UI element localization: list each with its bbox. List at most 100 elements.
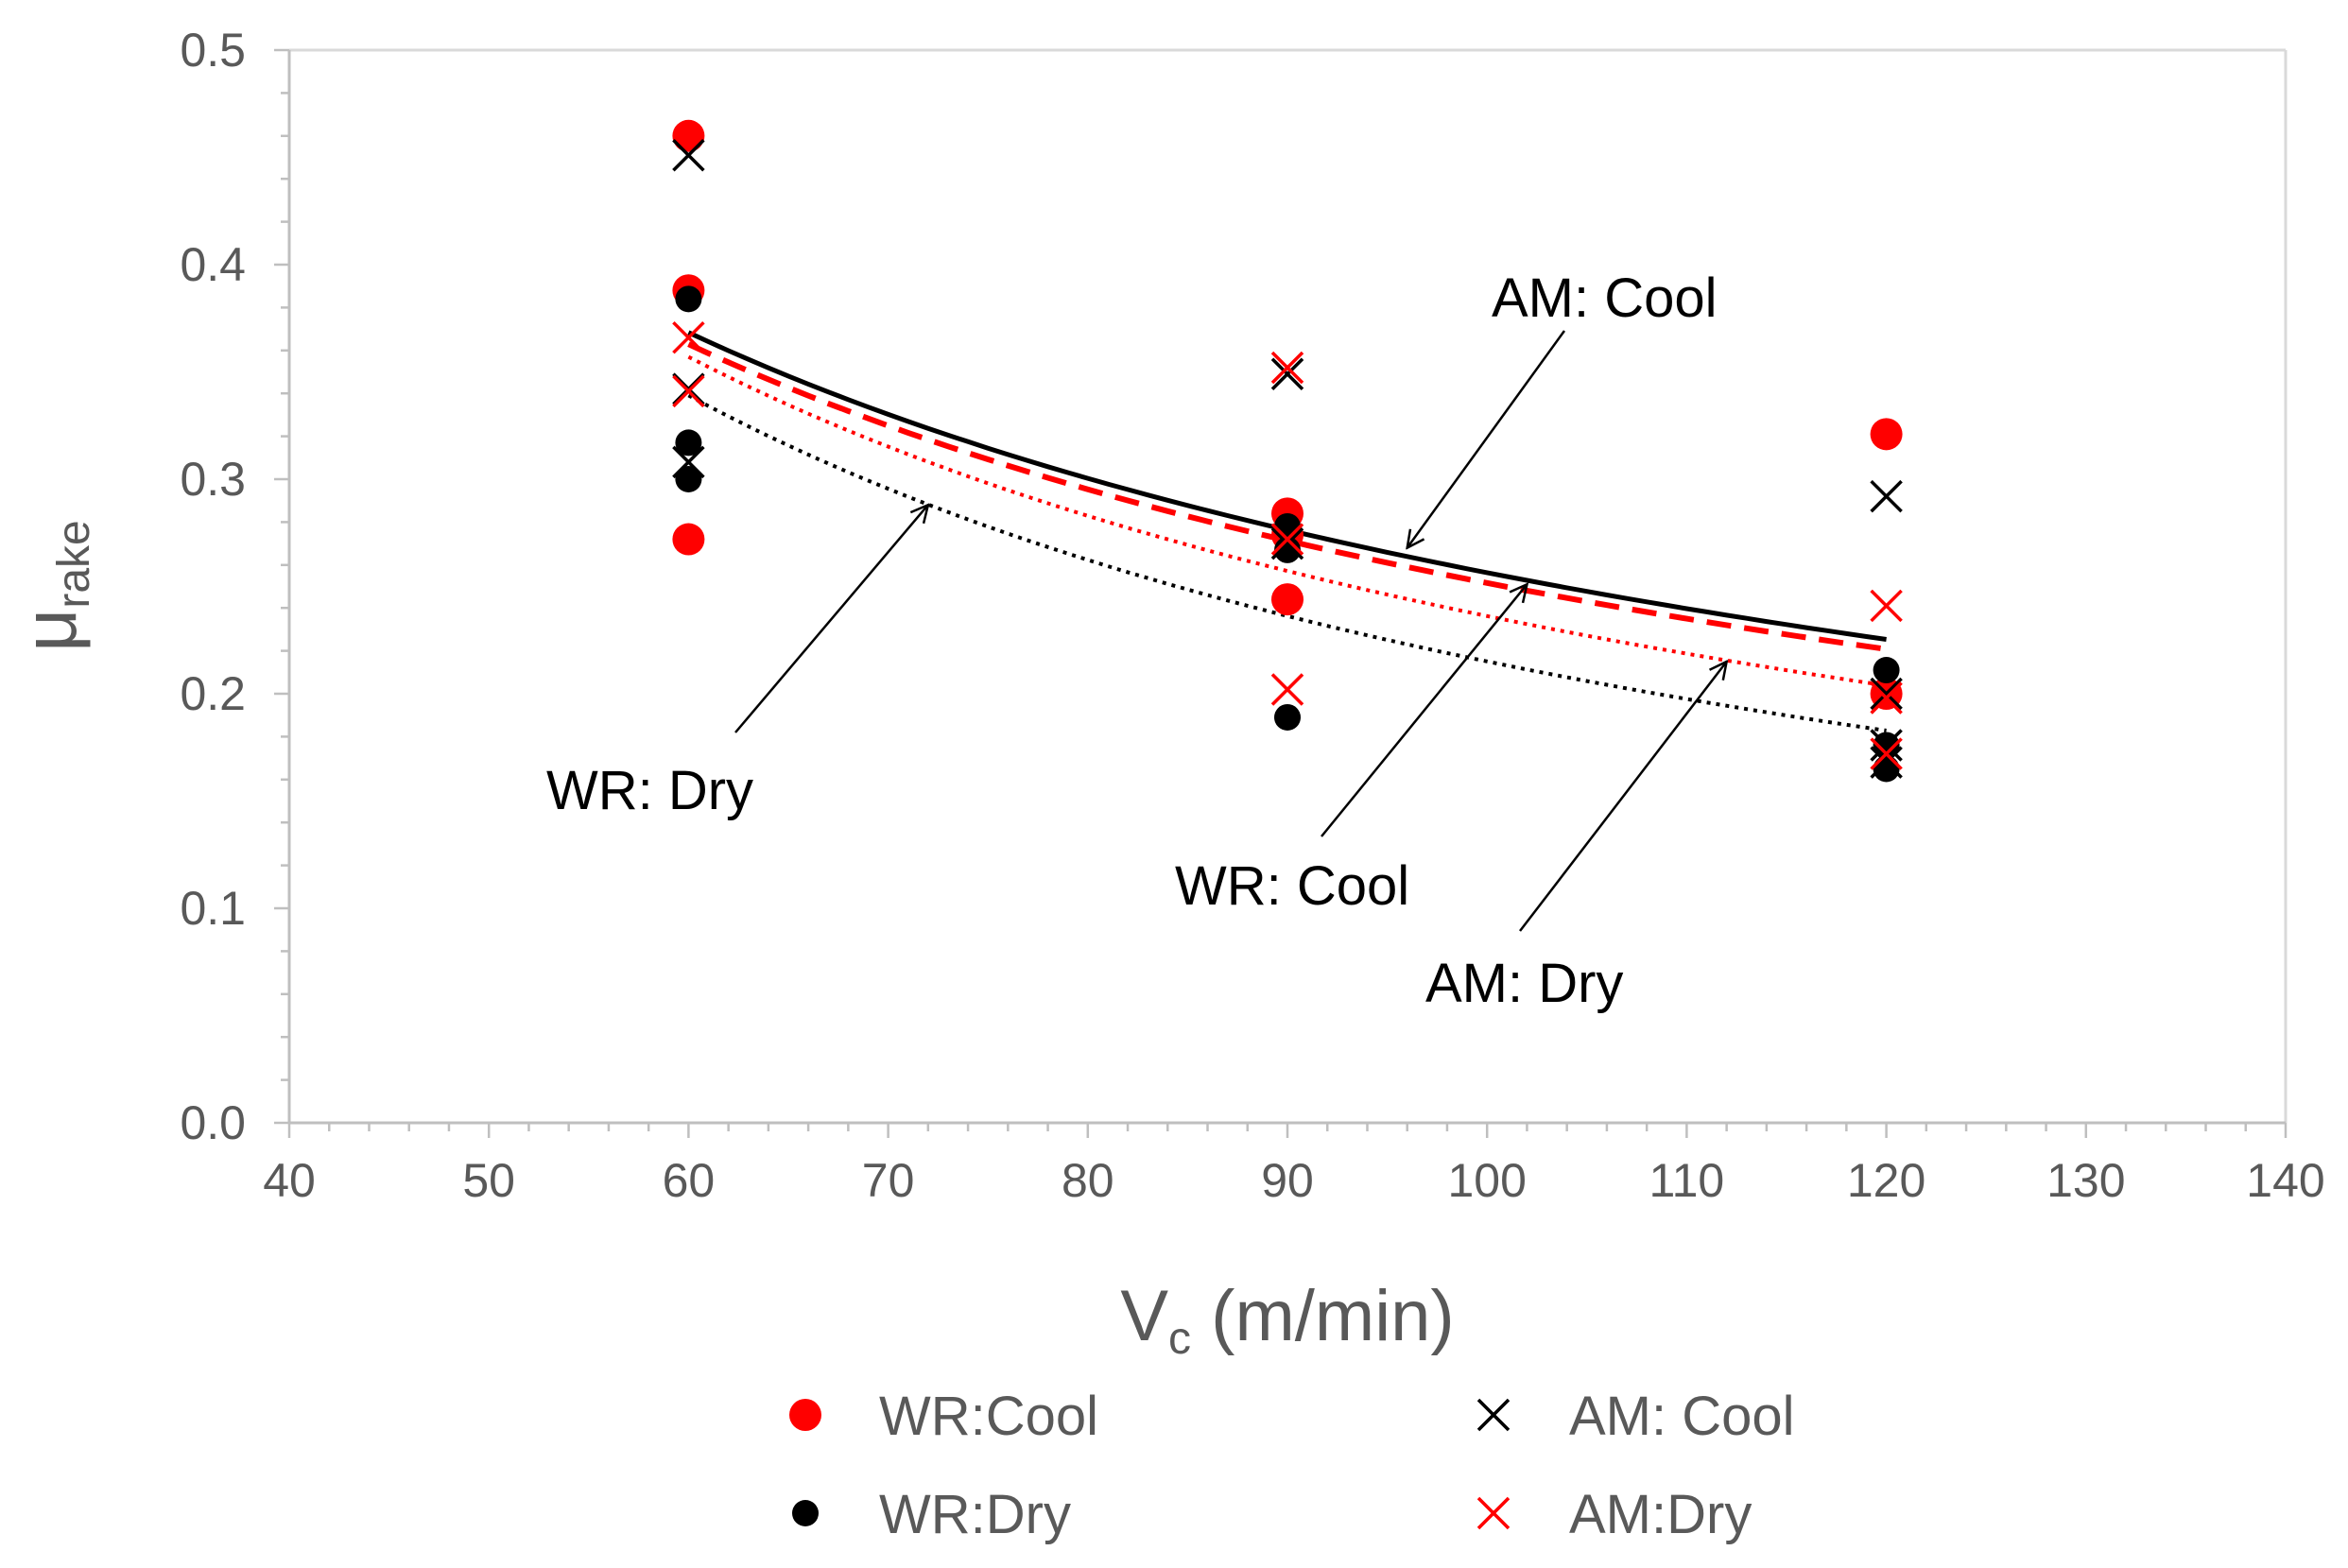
point-am-dry-stroke — [672, 320, 705, 354]
point-wr-dry — [1274, 536, 1301, 563]
data-points — [672, 119, 1903, 783]
x-tick-label: 50 — [462, 1154, 515, 1207]
point-wr-cool — [672, 523, 705, 556]
point-am-cool — [1270, 526, 1304, 560]
y-tick-label: 0.0 — [180, 1096, 246, 1149]
point-am-cool — [1270, 357, 1304, 391]
legend-label-wr-dry: WR:Dry — [879, 1484, 1071, 1545]
point-am-dry-stroke — [672, 374, 705, 408]
y-tick-label: 0.3 — [180, 453, 246, 506]
point-am-cool-stroke — [672, 138, 705, 172]
x-tick-label: 100 — [1447, 1154, 1526, 1207]
x-axis-title-sub: c — [1168, 1314, 1191, 1364]
point-wr-cool — [1870, 418, 1903, 451]
point-am-dry — [672, 320, 705, 354]
legend-marker-am-dry-stroke — [1476, 1496, 1511, 1530]
point-am-dry-stroke — [1270, 523, 1304, 556]
legend-label-am-dry: AM:Dry — [1569, 1484, 1752, 1545]
trendline-wr-dry — [687, 393, 1887, 732]
tick-labels: 40 50 60 70 80 90 100 110 120 130 140 0.0 0.1 0.2 0.3 0… — [180, 24, 2324, 1207]
point-am-dry — [1870, 681, 1903, 715]
point-wr-cool — [1271, 583, 1303, 616]
trendline-am-dry — [687, 354, 1887, 688]
x-tick-label: 60 — [663, 1154, 716, 1207]
legend-marker-am-cool-stroke — [1476, 1398, 1511, 1432]
legend-marker-am-cool — [1476, 1398, 1511, 1432]
legend-label-am-cool: AM: Cool — [1569, 1386, 1795, 1447]
y-axis-title-main: μ — [8, 609, 92, 652]
annotations: AM: Cool WR: Dry WR: Cool AM: Dry — [546, 267, 1727, 1014]
legend-marker-wr-dry — [792, 1500, 819, 1526]
point-am-dry — [1270, 673, 1304, 706]
minor-ticks — [274, 48, 2288, 1138]
point-wr-dry — [675, 429, 702, 457]
x-tick-label: 140 — [2246, 1154, 2324, 1207]
y-tick-label: 0.1 — [180, 882, 246, 935]
point-am-dry — [1270, 523, 1304, 556]
y-tick-label: 0.4 — [180, 238, 246, 291]
point-wr-dry — [1873, 657, 1900, 684]
point-am-dry-stroke — [1870, 681, 1903, 715]
x-tick-label: 90 — [1261, 1154, 1314, 1207]
annotation-label-am-cool: AM: Cool — [1492, 267, 1718, 329]
point-wr-dry — [1873, 755, 1900, 783]
point-am-cool — [1870, 479, 1903, 513]
point-am-cool — [672, 138, 705, 172]
axis-titles: Vc (m/min) μrake — [8, 520, 1455, 1364]
point-am-dry-stroke — [1870, 589, 1903, 623]
trendline-wr-cool — [687, 341, 1888, 652]
x-tick-label: 40 — [263, 1154, 316, 1207]
x-tick-label: 110 — [1649, 1154, 1725, 1207]
x-axis-title-unit: (m/min) — [1191, 1276, 1455, 1356]
y-axis-title: μrake — [8, 520, 99, 651]
point-wr-dry — [675, 285, 702, 313]
point-wr-dry — [1274, 703, 1301, 731]
annotation-label-wr-dry: WR: Dry — [546, 760, 753, 821]
x-tick-label: 120 — [1847, 1154, 1925, 1207]
legend: WR:Cool WR:Dry AM: Cool AM:Dry — [789, 1386, 1795, 1545]
annotation-arrow-wr-cool — [1321, 584, 1527, 837]
y-axis-title-sub: rake — [49, 520, 99, 608]
annotation-arrow-wr-dry — [734, 505, 928, 733]
point-wr-dry — [675, 466, 702, 492]
annotation-arrow-am-dry — [1519, 662, 1727, 932]
x-axis-title: Vc (m/min) — [1120, 1276, 1454, 1364]
point-am-dry — [1870, 589, 1903, 623]
point-wr-cool — [672, 119, 705, 152]
legend-item-am-cool: AM: Cool — [1476, 1386, 1795, 1447]
x-tick-label: 80 — [1062, 1154, 1114, 1207]
x-tick-label: 70 — [862, 1154, 915, 1207]
point-am-cool-stroke — [1270, 526, 1304, 560]
annotation-label-wr-cool: WR: Cool — [1175, 855, 1409, 917]
point-am-cool — [672, 445, 705, 479]
legend-item-am-dry: AM:Dry — [1476, 1484, 1752, 1545]
point-am-cool — [1870, 746, 1903, 779]
x-tick-label: 130 — [2046, 1154, 2125, 1207]
annotation-arrow-am-cool — [1407, 330, 1566, 548]
point-am-cool-stroke — [1870, 729, 1903, 762]
legend-label-wr-cool: WR:Cool — [879, 1386, 1098, 1447]
point-am-cool-stroke — [1870, 479, 1903, 513]
point-am-cool-stroke — [1270, 357, 1304, 391]
legend-marker-wr-cool — [789, 1399, 821, 1431]
point-am-cool — [1870, 729, 1903, 762]
legend-item-wr-dry: WR:Dry — [792, 1484, 1071, 1545]
point-am-cool-stroke — [1870, 746, 1903, 779]
point-am-dry-stroke — [1270, 351, 1304, 385]
point-am-cool-stroke — [1870, 677, 1903, 711]
point-am-dry — [1870, 737, 1903, 770]
point-am-dry — [672, 374, 705, 408]
y-tick-label: 0.5 — [180, 24, 246, 77]
legend-marker-am-dry — [1476, 1496, 1511, 1530]
annotation-label-am-dry: AM: Dry — [1425, 953, 1623, 1014]
point-am-cool — [1870, 677, 1903, 711]
y-tick-label: 0.2 — [180, 667, 246, 720]
point-am-dry — [1270, 351, 1304, 385]
legend-item-wr-cool: WR:Cool — [789, 1386, 1098, 1447]
point-am-cool-stroke — [672, 445, 705, 479]
point-am-dry-stroke — [1270, 673, 1304, 706]
point-am-dry-stroke — [1870, 737, 1903, 770]
x-axis-title-main: V — [1120, 1276, 1168, 1356]
